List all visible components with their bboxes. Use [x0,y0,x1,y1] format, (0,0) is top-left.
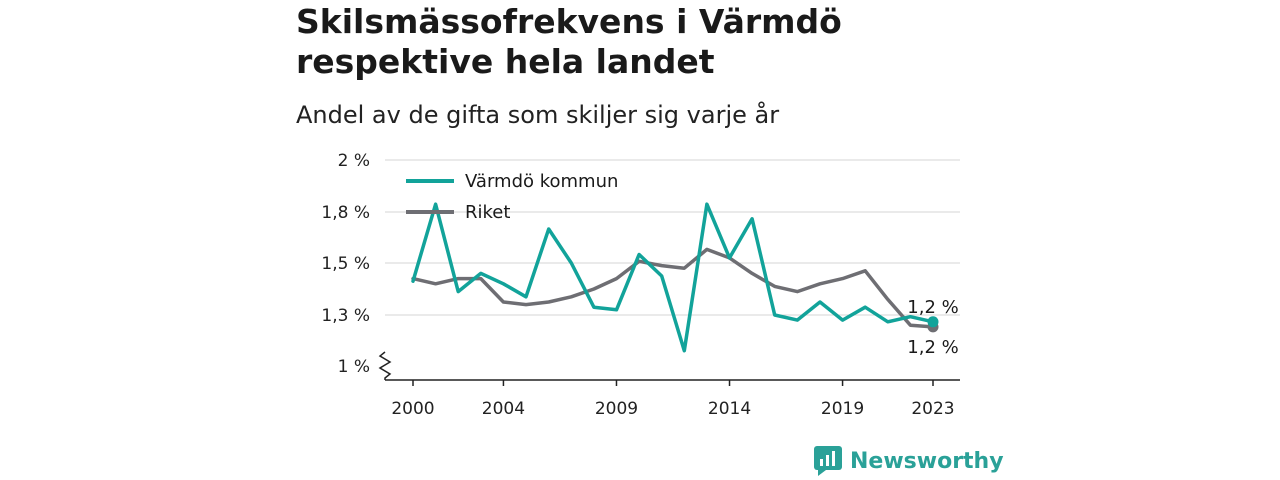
y-tick-label: 1,3 % [321,306,370,326]
x-tick-label: 2009 [595,399,638,419]
chart-legend: Värmdö kommun Riket [406,171,618,223]
y-axis-ticks: 1 % 1,3 % 1,5 % 1,8 % 2 % [321,151,392,380]
end-label-varmdo: 1,2 % [907,297,958,318]
series-line-varmdo [411,202,935,353]
brand-name: Newsworthy [850,448,1004,474]
axis-break-icon [378,351,392,380]
grid-lines [385,159,960,316]
x-tick-label: 2019 [821,399,864,419]
x-tick-label: 2000 [391,399,434,419]
legend-label: Värmdö kommun [465,171,618,192]
newsworthy-logo-icon [814,446,842,476]
end-point-varmdo [927,316,939,328]
x-tick-label: 2014 [708,399,751,419]
end-labels: 1,2 % 1,2 % [907,297,958,358]
y-tick-label: 1,5 % [321,254,370,274]
chart-title: Skilsmässofrekvens i Värmdö respektive h… [296,2,842,81]
x-tick-label: 2023 [911,399,954,419]
y-tick-label: 1,8 % [321,203,370,223]
brand-logo: Newsworthy [814,446,1004,476]
x-tick-label: 2004 [482,399,525,419]
end-label-riket: 1,2 % [907,337,958,358]
y-tick-label: 1 % [338,357,370,377]
x-axis: 2000 2004 2009 2014 2019 2023 [385,379,960,419]
y-tick-label: 2 % [338,151,370,171]
chart-series [411,202,939,353]
chart-subtitle: Andel av de gifta som skiljer sig varje … [296,101,780,129]
series-line-riket [411,247,935,329]
legend-label: Riket [465,202,510,223]
